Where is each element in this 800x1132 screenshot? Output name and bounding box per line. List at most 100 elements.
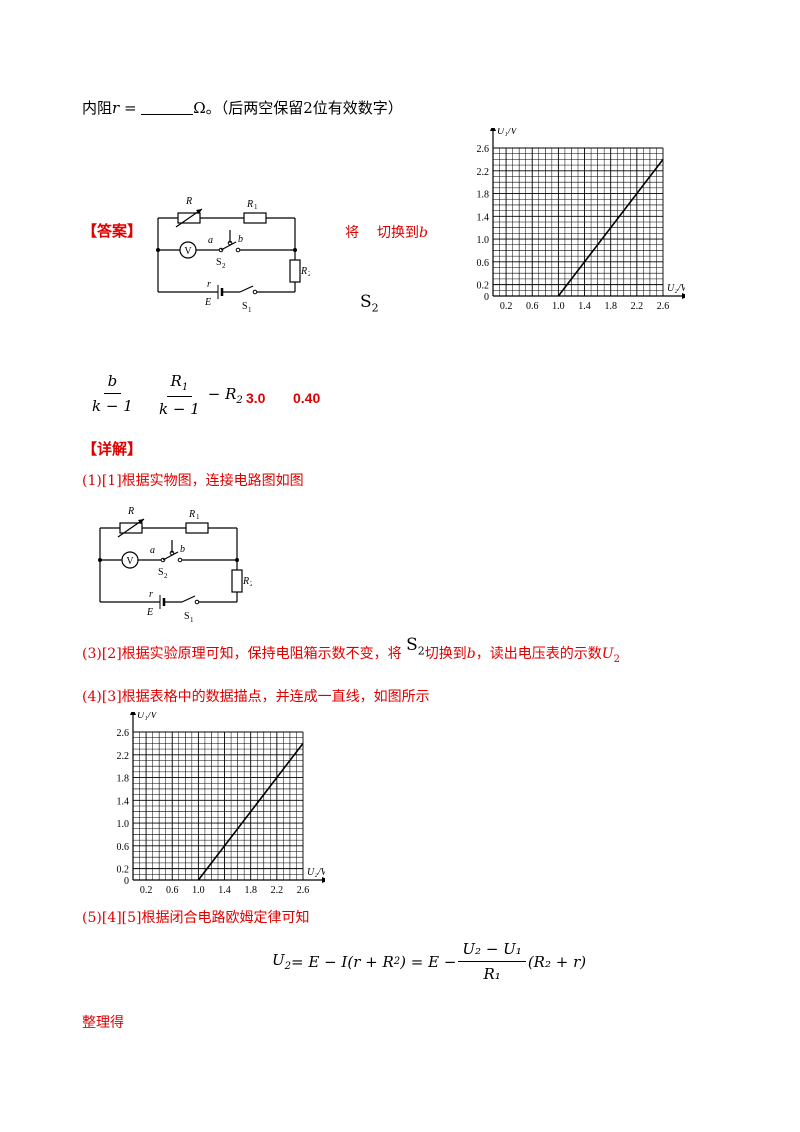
- answer-step-switch-to: 切换到: [377, 225, 419, 241]
- expr1-denominator: k − 1: [92, 397, 133, 415]
- detail-line-final: 整理得: [82, 1015, 124, 1031]
- x-tick-label: 2.2: [631, 301, 644, 312]
- circuit-diagram-answer: VR R 1a bS 2 R 2rE S 1: [156, 196, 310, 314]
- line3-s2-symbol: S: [406, 635, 418, 655]
- expr2-denominator: k − 1: [159, 400, 200, 418]
- switch-s2-blade: [162, 551, 179, 561]
- detail-line-5: (5)[4][5]根据闭合电路欧姆定律可知: [82, 910, 310, 926]
- eq-mid: = E − I(r + R: [291, 952, 394, 971]
- line3-s2-sub: 2: [417, 644, 425, 658]
- x-axis-arrow: [682, 293, 685, 299]
- resistor-box-r2: [231, 569, 243, 593]
- eq-frac-num: U₂ − U₁: [458, 940, 526, 962]
- expr1-numerator: b: [103, 372, 122, 394]
- origin-label: 0: [124, 876, 129, 887]
- y-tick-label: 2.2: [117, 751, 130, 762]
- x-tick-label: 2.6: [297, 885, 310, 896]
- junction-left: [98, 558, 102, 562]
- s2-sub: 2: [371, 301, 379, 315]
- x-tick-label: 1.8: [244, 885, 257, 896]
- y-tick-label: 1.0: [117, 819, 130, 830]
- data-line: [557, 158, 664, 297]
- answer-value-emf: 3.0: [246, 390, 266, 406]
- eq-lhs: U: [272, 951, 285, 969]
- unit-ohm: Ω: [193, 99, 206, 117]
- y-tick-label: 2.2: [477, 167, 490, 178]
- switch-s2-contact-b: [177, 557, 183, 563]
- x-tick-label: 1.0: [192, 885, 205, 896]
- precision-note: 。（后两空保留2位有效数字）: [205, 99, 403, 117]
- eq-mid-sub: 2: [393, 956, 401, 967]
- chart-detail: 0.2 0.6 1.0 1.4 1.8 2.2 2.6 2.6 2.2 1.8 1.4 1.0 0.6 0…: [117, 712, 325, 896]
- switch-s1-contact: [252, 289, 258, 295]
- line3-part-b: 切换到: [424, 646, 467, 662]
- answer-expr-1: b k − 1: [88, 372, 137, 415]
- label-r-internal: r: [149, 589, 153, 600]
- x-tick-label: 2.2: [271, 885, 284, 896]
- answer-step-jiang: 将: [345, 225, 359, 241]
- resistor-box-r1: [185, 522, 209, 534]
- y-tick-label: 1.8: [477, 190, 490, 201]
- answer-value-r: 0.40: [293, 390, 321, 406]
- expr2-tail: − R: [207, 384, 237, 403]
- switch-s1-blade: [239, 285, 254, 293]
- voltmeter-label: V: [184, 246, 192, 257]
- label-s1: S: [242, 301, 248, 312]
- x-tick-label: 1.4: [218, 885, 231, 896]
- answer-blank: [141, 100, 194, 115]
- data-line: [197, 742, 304, 881]
- answer-step-text: 将 切换到b: [345, 222, 428, 242]
- resistor-box-r1: [243, 212, 267, 224]
- answer-expr-2: R1 k − 1 − R2: [155, 372, 243, 418]
- label-s2-sub: 2: [164, 572, 168, 580]
- resistor-box-r2: [289, 259, 301, 283]
- y-tick-label: 0.2: [117, 865, 130, 876]
- y-tick-label: 2.6: [477, 144, 490, 155]
- line3-part-a: (3)[2]根据实验原理可知，保持电阻箱示数不变，将: [82, 646, 402, 662]
- switch-s1-blade: [181, 595, 196, 603]
- var-r: r: [112, 99, 120, 117]
- label-r1: R: [246, 199, 253, 210]
- y-tick-label: 1.8: [117, 774, 130, 785]
- label-s2-sub: 2: [222, 262, 226, 270]
- label-a: a: [150, 545, 155, 556]
- s2-symbol: S: [360, 292, 372, 312]
- x-tick-label: 0.6: [166, 885, 179, 896]
- chart-grid: [492, 147, 664, 297]
- voltmeter-label: V: [126, 556, 134, 567]
- label-r-internal: r: [207, 279, 211, 290]
- label-r2: R: [300, 266, 307, 277]
- label-s2: S: [216, 257, 222, 268]
- eq-tail: (R₂ + r): [527, 952, 587, 971]
- y-axis-arrow: [490, 128, 496, 131]
- label-b: b: [238, 234, 243, 245]
- eq-mid-end: ) = E −: [400, 952, 457, 971]
- label-r1: R: [188, 509, 195, 520]
- x-tick-label: 1.8: [604, 301, 617, 312]
- label-a: a: [208, 235, 213, 246]
- expr2-tail-sub: 2: [236, 394, 243, 406]
- y-tick-label: 2.6: [117, 728, 130, 739]
- answer-switch-s2: S2: [360, 292, 379, 314]
- expr2-numerator: R: [170, 372, 182, 390]
- y-axis-label: U₁/V: [497, 128, 518, 137]
- label-s1: S: [184, 611, 190, 622]
- top-question-line: 内阻r = Ω。（后两空保留2位有效数字）: [82, 97, 403, 118]
- label-r1-sub: 1: [196, 513, 200, 521]
- eq-frac-den: R₁: [483, 965, 501, 983]
- label-s2: S: [158, 567, 164, 578]
- x-tick-label: 1.4: [578, 301, 591, 312]
- detail-line-4: (4)[3]根据表格中的数据描点，并连成一直线，如图所示: [82, 689, 430, 705]
- label-s1-sub: 1: [190, 616, 194, 624]
- line3-u-sub: 2: [613, 653, 620, 665]
- y-tick-label: 0.2: [477, 281, 490, 292]
- origin-label: 0: [484, 292, 489, 303]
- label-r2-sub: 2: [308, 270, 310, 278]
- label-r2: R: [242, 576, 249, 587]
- detail-label: 【详解】: [82, 440, 143, 458]
- y-axis-arrow: [130, 712, 136, 715]
- x-tick-label: 1.0: [552, 301, 565, 312]
- switch-s1-contact: [194, 599, 200, 605]
- switch-s2-blade: [220, 241, 237, 251]
- detail-line-3: (3)[2]根据实验原理可知，保持电阻箱示数不变，将 S2切换到b，读出电压表的…: [82, 635, 620, 665]
